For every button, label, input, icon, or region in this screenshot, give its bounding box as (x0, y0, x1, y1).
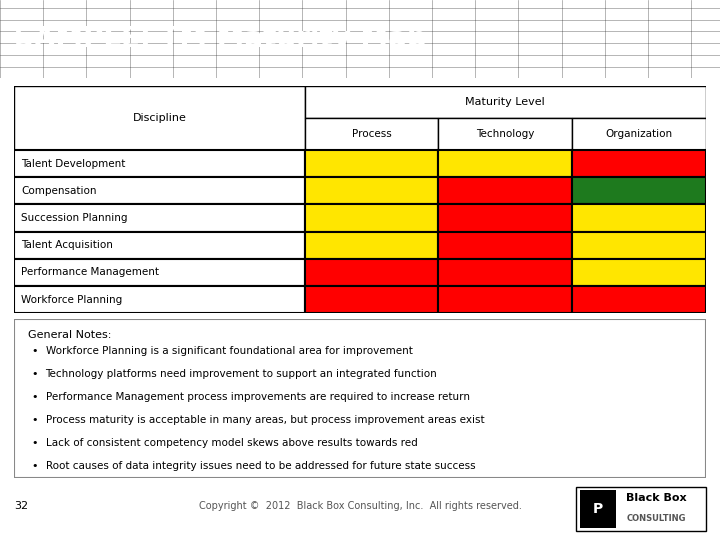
Bar (438, 286, 572, 313)
Bar (14, 177, 305, 204)
Bar (438, 177, 572, 204)
Text: SAMPLE: TM Maturity Map: SAMPLE: TM Maturity Map (14, 25, 427, 53)
Bar (572, 118, 706, 150)
Text: •: • (32, 369, 38, 379)
Bar (14, 232, 305, 259)
Bar (572, 150, 706, 177)
Text: Technology platforms need improvement to support an integrated function: Technology platforms need improvement to… (45, 369, 437, 379)
Bar (305, 204, 438, 232)
Bar (580, 490, 616, 528)
Text: Process maturity is acceptable in many areas, but process improvement areas exis: Process maturity is acceptable in many a… (45, 415, 484, 425)
Text: Talent Development: Talent Development (22, 159, 126, 168)
Bar (572, 204, 706, 232)
Bar (14, 86, 305, 150)
Bar (305, 150, 438, 177)
Bar (572, 286, 706, 313)
Text: Talent Acquisition: Talent Acquisition (22, 240, 113, 250)
Text: 32: 32 (14, 501, 29, 511)
Bar (438, 259, 572, 286)
Text: Technology: Technology (476, 129, 534, 139)
Text: •: • (32, 438, 38, 448)
Bar (305, 177, 438, 204)
Text: •: • (32, 415, 38, 425)
Text: CONSULTING: CONSULTING (626, 514, 686, 523)
Bar (305, 259, 438, 286)
Text: •: • (32, 346, 38, 356)
Text: Lack of consistent competency model skews above results towards red: Lack of consistent competency model skew… (45, 438, 418, 448)
Text: Process: Process (351, 129, 392, 139)
Text: Performance Management process improvements are required to increase return: Performance Management process improveme… (45, 392, 469, 402)
Text: P: P (593, 502, 603, 516)
Bar (14, 259, 305, 286)
Bar (14, 150, 305, 177)
Bar (305, 118, 438, 150)
Text: Performance Management: Performance Management (22, 267, 159, 278)
Bar (305, 286, 438, 313)
Bar (438, 118, 572, 150)
Text: Discipline: Discipline (132, 113, 186, 123)
Text: Organization: Organization (606, 129, 672, 139)
Bar (14, 204, 305, 232)
Bar (305, 232, 438, 259)
Text: Black Box: Black Box (626, 493, 687, 503)
Bar (14, 286, 305, 313)
Text: •: • (32, 392, 38, 402)
Text: General Notes:: General Notes: (28, 330, 112, 340)
Text: Copyright ©  2012  Black Box Consulting, Inc.  All rights reserved.: Copyright © 2012 Black Box Consulting, I… (199, 501, 521, 511)
Text: Succession Planning: Succession Planning (22, 213, 128, 223)
Bar (305, 86, 706, 118)
Text: Maturity Level: Maturity Level (465, 97, 545, 107)
Bar (438, 204, 572, 232)
FancyBboxPatch shape (576, 487, 706, 531)
Bar (572, 232, 706, 259)
Bar (438, 232, 572, 259)
Text: •: • (32, 461, 38, 471)
Text: Workforce Planning is a significant foundational area for improvement: Workforce Planning is a significant foun… (45, 346, 413, 356)
Text: Root causes of data integrity issues need to be addressed for future state succe: Root causes of data integrity issues nee… (45, 461, 475, 471)
Bar (438, 150, 572, 177)
Bar (572, 177, 706, 204)
Text: Workforce Planning: Workforce Planning (22, 295, 122, 305)
Text: Compensation: Compensation (22, 186, 96, 195)
Bar (572, 259, 706, 286)
